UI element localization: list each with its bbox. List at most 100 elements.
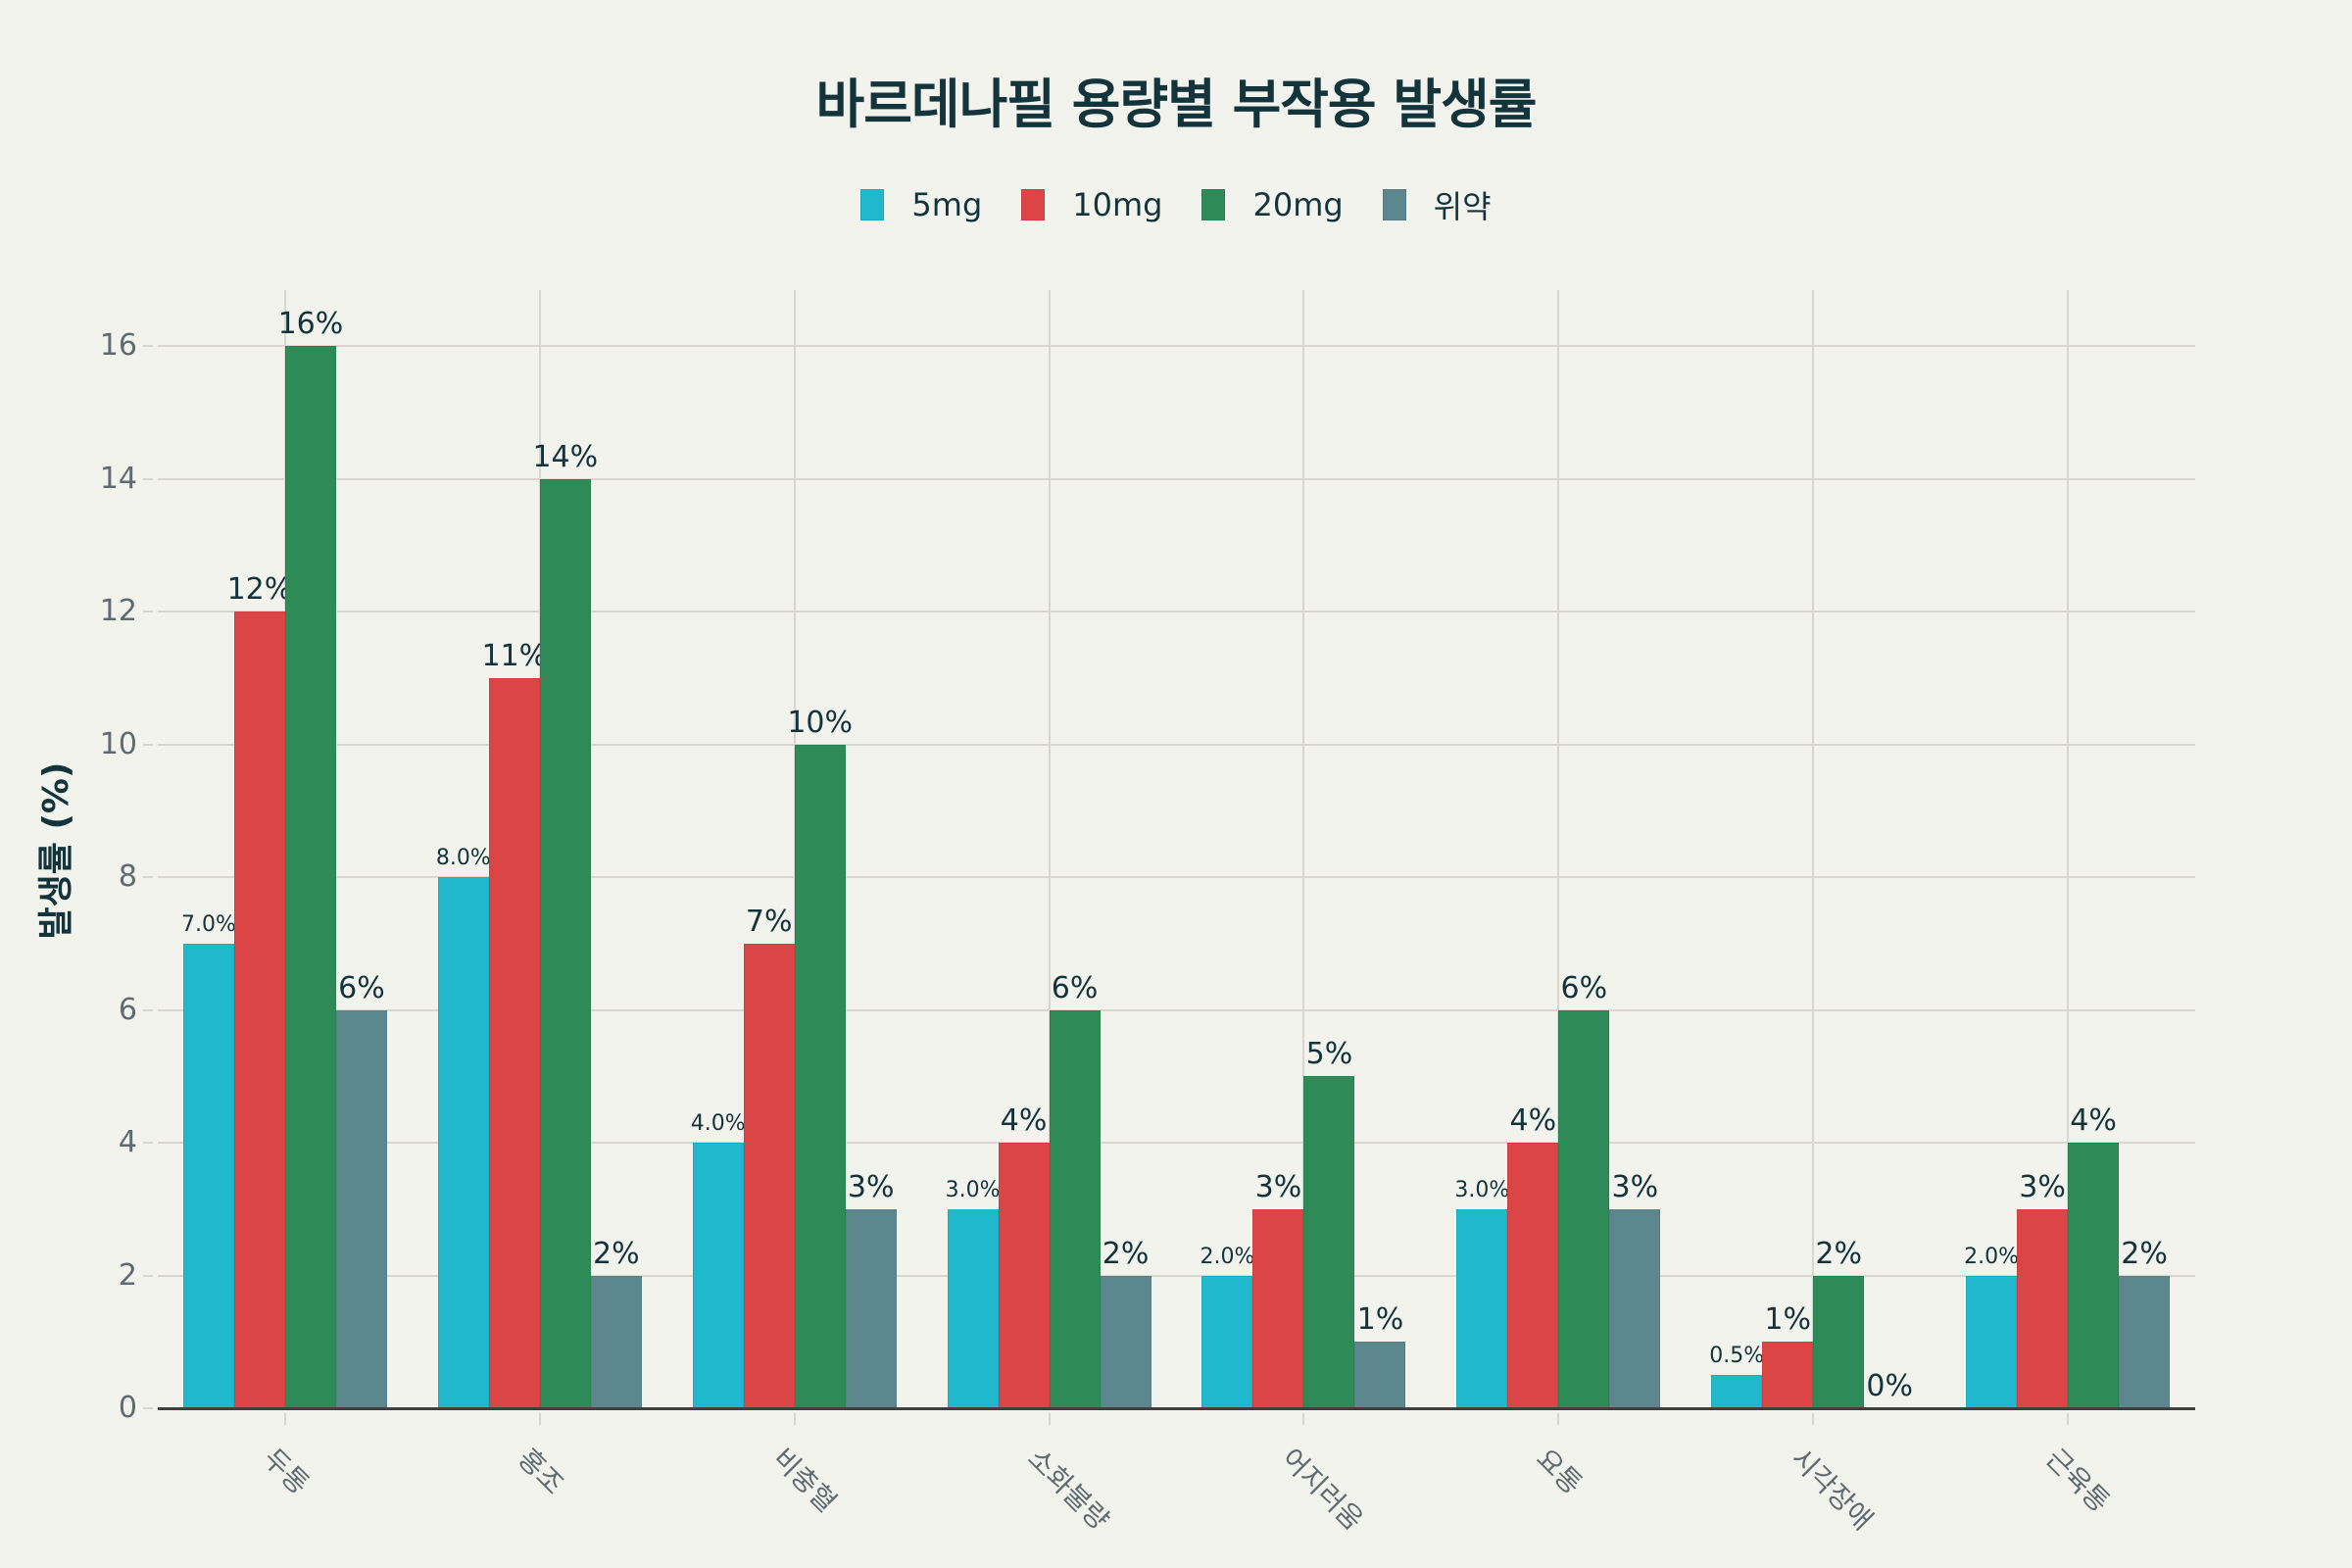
bar-value-label: 3% bbox=[2019, 1169, 2066, 1204]
bar-위약-소화불량[interactable] bbox=[1100, 1275, 1152, 1408]
legend-item-5mg[interactable]: 5mg bbox=[860, 186, 982, 223]
bar-value-label: 2% bbox=[2121, 1236, 2168, 1271]
bar-위약-요통[interactable] bbox=[1609, 1208, 1661, 1408]
y-tick-label: 14 bbox=[99, 461, 137, 496]
bar-10mg-홍조[interactable] bbox=[488, 677, 540, 1408]
x-tick-mark bbox=[1812, 1413, 1815, 1425]
legend-label: 5mg bbox=[911, 186, 983, 223]
bar-value-label: 4% bbox=[1000, 1103, 1048, 1138]
bar-value-label: 2.0% bbox=[1964, 1244, 2020, 1269]
gridline-vertical bbox=[1048, 290, 1051, 1408]
gridline-horizontal bbox=[158, 477, 2195, 480]
bar-5mg-어지러움[interactable] bbox=[1201, 1275, 1253, 1408]
bar-value-label: 3% bbox=[847, 1169, 895, 1204]
bar-value-label: 3.0% bbox=[1454, 1177, 1510, 1202]
x-tick-label: 소화불량 bbox=[1020, 1442, 1115, 1537]
gridline-horizontal bbox=[158, 345, 2195, 347]
legend-item-10mg[interactable]: 10mg bbox=[1021, 186, 1162, 223]
bar-20mg-시각장애[interactable] bbox=[1813, 1275, 1865, 1408]
x-tick-label: 비충혈 bbox=[765, 1442, 843, 1519]
bar-value-label: 16% bbox=[277, 307, 344, 341]
bar-5mg-두통[interactable] bbox=[182, 943, 234, 1408]
bar-value-label: 4.0% bbox=[690, 1111, 746, 1136]
bar-10mg-근육통[interactable] bbox=[2017, 1208, 2069, 1408]
legend-label: 10mg bbox=[1072, 186, 1163, 223]
bar-20mg-홍조[interactable] bbox=[539, 478, 591, 1408]
gridline-vertical bbox=[2067, 290, 2070, 1408]
gridline-horizontal bbox=[158, 743, 2195, 746]
bar-위약-홍조[interactable] bbox=[590, 1275, 642, 1408]
bar-value-label: 7% bbox=[745, 904, 793, 939]
bar-20mg-소화불량[interactable] bbox=[1049, 1009, 1101, 1408]
y-tick-label: 8 bbox=[118, 859, 137, 894]
bar-20mg-비충혈[interactable] bbox=[794, 744, 846, 1408]
bar-5mg-시각장애[interactable] bbox=[1711, 1375, 1763, 1408]
x-tick-label: 시각장애 bbox=[1785, 1442, 1880, 1537]
legend-label: 20mg bbox=[1252, 186, 1344, 223]
bar-20mg-어지러움[interactable] bbox=[1303, 1076, 1355, 1408]
legend-swatch-icon bbox=[860, 189, 885, 220]
bar-위약-두통[interactable] bbox=[335, 1009, 387, 1408]
y-tick-mark bbox=[143, 743, 153, 746]
x-tick-mark bbox=[283, 1413, 286, 1425]
bar-value-label: 12% bbox=[226, 572, 293, 607]
x-tick-mark bbox=[1048, 1413, 1051, 1425]
legend-item-placebo[interactable]: 위약 bbox=[1382, 182, 1492, 227]
bar-value-label: 11% bbox=[481, 638, 548, 673]
bar-10mg-비충혈[interactable] bbox=[743, 943, 795, 1408]
bar-value-label: 3% bbox=[1611, 1169, 1659, 1204]
bar-value-label: 8.0% bbox=[435, 846, 491, 870]
x-tick-label: 두통 bbox=[257, 1442, 316, 1501]
bar-value-label: 1% bbox=[1356, 1302, 1404, 1338]
bar-value-label: 4% bbox=[2070, 1103, 2117, 1138]
x-tick-mark bbox=[2067, 1413, 2070, 1425]
bar-value-label: 6% bbox=[1560, 970, 1608, 1005]
chart-title: 바르데나필 용량별 부작용 발생률 bbox=[815, 74, 1538, 135]
x-tick-mark bbox=[1557, 1413, 1560, 1425]
bar-5mg-소화불량[interactable] bbox=[947, 1208, 999, 1408]
bar-위약-어지러움[interactable] bbox=[1354, 1342, 1406, 1408]
bar-10mg-요통[interactable] bbox=[1507, 1143, 1559, 1408]
y-tick-label: 4 bbox=[118, 1125, 137, 1159]
legend-swatch-icon bbox=[1382, 189, 1406, 220]
x-tick-label: 근육통 bbox=[2039, 1442, 2117, 1519]
bar-10mg-시각장애[interactable] bbox=[1762, 1342, 1814, 1408]
bar-5mg-홍조[interactable] bbox=[437, 877, 489, 1408]
bar-value-label: 2% bbox=[1102, 1236, 1150, 1271]
bar-value-label: 4% bbox=[1509, 1103, 1557, 1138]
bar-value-label: 0% bbox=[1866, 1369, 1913, 1403]
legend-label: 위약 bbox=[1433, 188, 1492, 225]
bar-20mg-근육통[interactable] bbox=[2068, 1143, 2120, 1408]
bar-5mg-요통[interactable] bbox=[1456, 1208, 1508, 1408]
gridline-horizontal bbox=[158, 1142, 2195, 1144]
gridline-horizontal bbox=[158, 1274, 2195, 1277]
x-tick-label: 요통 bbox=[1530, 1442, 1590, 1501]
y-tick-label: 16 bbox=[99, 328, 137, 363]
bar-10mg-어지러움[interactable] bbox=[1252, 1208, 1304, 1408]
bar-value-label: 1% bbox=[1764, 1302, 1811, 1338]
bar-value-label: 10% bbox=[787, 705, 854, 740]
y-tick-mark bbox=[143, 611, 153, 612]
gridline-vertical bbox=[1302, 290, 1305, 1408]
bar-20mg-두통[interactable] bbox=[284, 346, 336, 1408]
bar-value-label: 7.0% bbox=[180, 911, 236, 937]
bar-위약-비충혈[interactable] bbox=[845, 1208, 897, 1408]
x-tick-label: 홍조 bbox=[511, 1442, 570, 1501]
bar-10mg-소화불량[interactable] bbox=[998, 1143, 1050, 1408]
legend-swatch-icon bbox=[1201, 189, 1226, 220]
bar-value-label: 6% bbox=[1051, 970, 1099, 1005]
legend: 5mg 10mg 20mg 위약 bbox=[0, 182, 2352, 227]
y-tick-mark bbox=[143, 1142, 153, 1144]
legend-item-20mg[interactable]: 20mg bbox=[1201, 186, 1344, 223]
y-tick-mark bbox=[143, 1008, 153, 1011]
bar-20mg-요통[interactable] bbox=[1558, 1009, 1610, 1408]
bar-위약-근육통[interactable] bbox=[2119, 1275, 2171, 1408]
x-tick-mark bbox=[1302, 1413, 1305, 1425]
x-tick-label: 어지러움 bbox=[1275, 1442, 1370, 1537]
bar-5mg-근육통[interactable] bbox=[1966, 1275, 2018, 1408]
bar-10mg-두통[interactable] bbox=[233, 612, 285, 1408]
bar-value-label: 2.0% bbox=[1200, 1244, 1255, 1269]
bar-value-label: 3% bbox=[1254, 1169, 1302, 1204]
bar-5mg-비충혈[interactable] bbox=[692, 1143, 744, 1408]
